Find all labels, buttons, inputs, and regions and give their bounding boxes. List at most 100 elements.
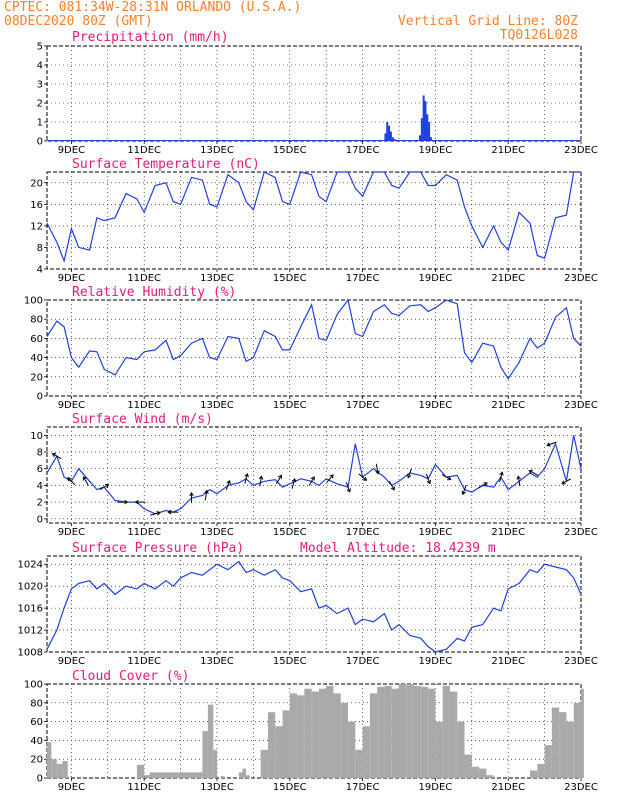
temperature-xtick-label: 17DEC bbox=[346, 273, 380, 284]
precipitation-frame bbox=[46, 45, 582, 142]
cloud-bar bbox=[537, 763, 545, 778]
temperature-ytick-label: 16 bbox=[30, 200, 43, 211]
wind-ytick-label: 8 bbox=[37, 448, 43, 459]
precipitation-bar bbox=[424, 101, 427, 141]
wind-arrow-shaft bbox=[204, 490, 208, 501]
cloud-bar bbox=[348, 721, 356, 778]
humidity-xtick-label: 9DEC bbox=[58, 400, 85, 411]
pressure-xtick-label: 13DEC bbox=[200, 656, 234, 667]
cloud-bar bbox=[413, 685, 421, 778]
cloud-bar bbox=[369, 693, 378, 778]
precipitation-bar bbox=[393, 139, 396, 141]
cloud-bar bbox=[47, 742, 52, 778]
humidity-ytick-label: 20 bbox=[30, 372, 43, 383]
cloud-bar bbox=[275, 726, 283, 778]
cloud-bar bbox=[428, 688, 436, 778]
wind-arrow-head bbox=[204, 489, 209, 494]
temperature-ytick-label: 4 bbox=[37, 265, 43, 276]
wind-arrow-head bbox=[51, 453, 57, 458]
wind-arrow-shaft bbox=[547, 441, 557, 446]
precipitation-xtick-label: 11DEC bbox=[127, 145, 161, 156]
wind-xtick-label: 17DEC bbox=[346, 527, 380, 538]
cloud-bar bbox=[420, 686, 429, 778]
precipitation-bar bbox=[386, 122, 389, 141]
wind-arrow bbox=[358, 473, 368, 481]
wind-arrow-head bbox=[528, 469, 533, 474]
wind-ytick-label: 4 bbox=[37, 481, 43, 492]
wind-frame bbox=[46, 426, 582, 524]
wind-arrow-head bbox=[167, 509, 172, 515]
precipitation-ytick-label: 1 bbox=[37, 118, 43, 129]
humidity-ytick-label: 0 bbox=[37, 392, 43, 403]
wind-arrow-shaft bbox=[83, 476, 89, 486]
precipitation-ytick-label: 5 bbox=[37, 42, 43, 53]
pressure-ytick-label: 1016 bbox=[18, 604, 43, 615]
cloud-bar bbox=[220, 776, 225, 778]
wind-xtick-label: 13DEC bbox=[200, 527, 234, 538]
wind-arrow bbox=[99, 483, 110, 491]
cloud-bar bbox=[442, 685, 450, 778]
wind-arrow-head bbox=[561, 480, 566, 485]
wind-xtick-label: 19DEC bbox=[419, 527, 453, 538]
temperature-xtick-label: 15DEC bbox=[273, 273, 307, 284]
cloud-bar bbox=[202, 731, 208, 778]
wind-arrow-shaft bbox=[462, 484, 467, 495]
cloud-xtick-label: 21DEC bbox=[491, 782, 525, 793]
wind-arrow-shaft bbox=[259, 476, 263, 487]
temperature-xtick-label: 21DEC bbox=[491, 273, 525, 284]
wind-arrow-head bbox=[483, 482, 488, 487]
wind-arrow bbox=[258, 475, 264, 487]
cloud-bar bbox=[544, 745, 552, 778]
wind-arrow bbox=[546, 441, 557, 447]
wind-arrow-shaft bbox=[388, 480, 395, 491]
precipitation-panel: Precipitation (mm/h) 0 1 2 3 4 5 9DEC 11DEC 13DEC… bbox=[37, 30, 598, 156]
temperature-xtick-label: 9DEC bbox=[58, 273, 85, 284]
wind-xtick-label: 15DEC bbox=[273, 527, 307, 538]
wind-arrow bbox=[150, 510, 161, 516]
cloud-bar bbox=[267, 712, 276, 778]
pressure-xtick-label: 9DEC bbox=[58, 656, 85, 667]
wind-arrow-head bbox=[516, 475, 521, 480]
cloud-bar bbox=[362, 726, 370, 778]
precipitation-ytick-label: 4 bbox=[37, 61, 43, 72]
wind-arrow-shaft bbox=[225, 480, 231, 491]
precipitation-xtick-label: 19DEC bbox=[419, 145, 453, 156]
precipitation-bar bbox=[429, 137, 432, 141]
wind-arrow-shaft bbox=[478, 482, 488, 489]
cloud-bar bbox=[242, 768, 247, 778]
cloud-xtick-label: 23DEC bbox=[564, 782, 598, 793]
humidity-ytick-label: 80 bbox=[30, 315, 43, 326]
cloud-xtick-label: 13DEC bbox=[200, 782, 234, 793]
precipitation-bar bbox=[428, 122, 431, 141]
wind-arrow-head bbox=[447, 476, 452, 481]
cloud-bar bbox=[333, 693, 341, 778]
cloud-bar bbox=[136, 764, 145, 778]
wind-arrow-shaft bbox=[345, 482, 351, 492]
wind-arrow bbox=[345, 482, 351, 493]
pressure-xtick-label: 17DEC bbox=[346, 656, 380, 667]
cloud-panel: Cloud Cover (%) 0 20 40 60 80 100 9DEC 11DEC 13DE… bbox=[24, 669, 598, 793]
pressure-title: Surface Pressure (hPa) bbox=[72, 541, 244, 556]
wind-ytick-label: 10 bbox=[30, 431, 43, 442]
cloud-bar bbox=[464, 754, 472, 778]
wind-arrow-shaft bbox=[150, 512, 161, 516]
wind-arrow bbox=[561, 478, 572, 485]
wind-arrow bbox=[275, 474, 283, 485]
pressure-ytick-label: 1008 bbox=[18, 648, 43, 659]
pressure-ytick-label: 1024 bbox=[18, 560, 43, 571]
cloud-bar bbox=[149, 772, 203, 778]
pressure-ytick-label: 1020 bbox=[18, 582, 43, 593]
cloud-ytick-label: 20 bbox=[30, 755, 43, 766]
wind-ytick-label: 0 bbox=[37, 514, 43, 525]
cloud-bar bbox=[355, 749, 363, 778]
cloud-ytick-label: 100 bbox=[24, 680, 43, 691]
wind-arrow-head bbox=[346, 488, 351, 493]
wind-arrow bbox=[117, 499, 129, 505]
wind-arrow bbox=[51, 453, 62, 460]
cloud-bar bbox=[282, 710, 290, 778]
cloud-bar bbox=[479, 768, 487, 778]
cloud-bar bbox=[297, 695, 305, 778]
cloud-bar bbox=[457, 721, 465, 778]
humidity-xtick-label: 19DEC bbox=[419, 400, 453, 411]
